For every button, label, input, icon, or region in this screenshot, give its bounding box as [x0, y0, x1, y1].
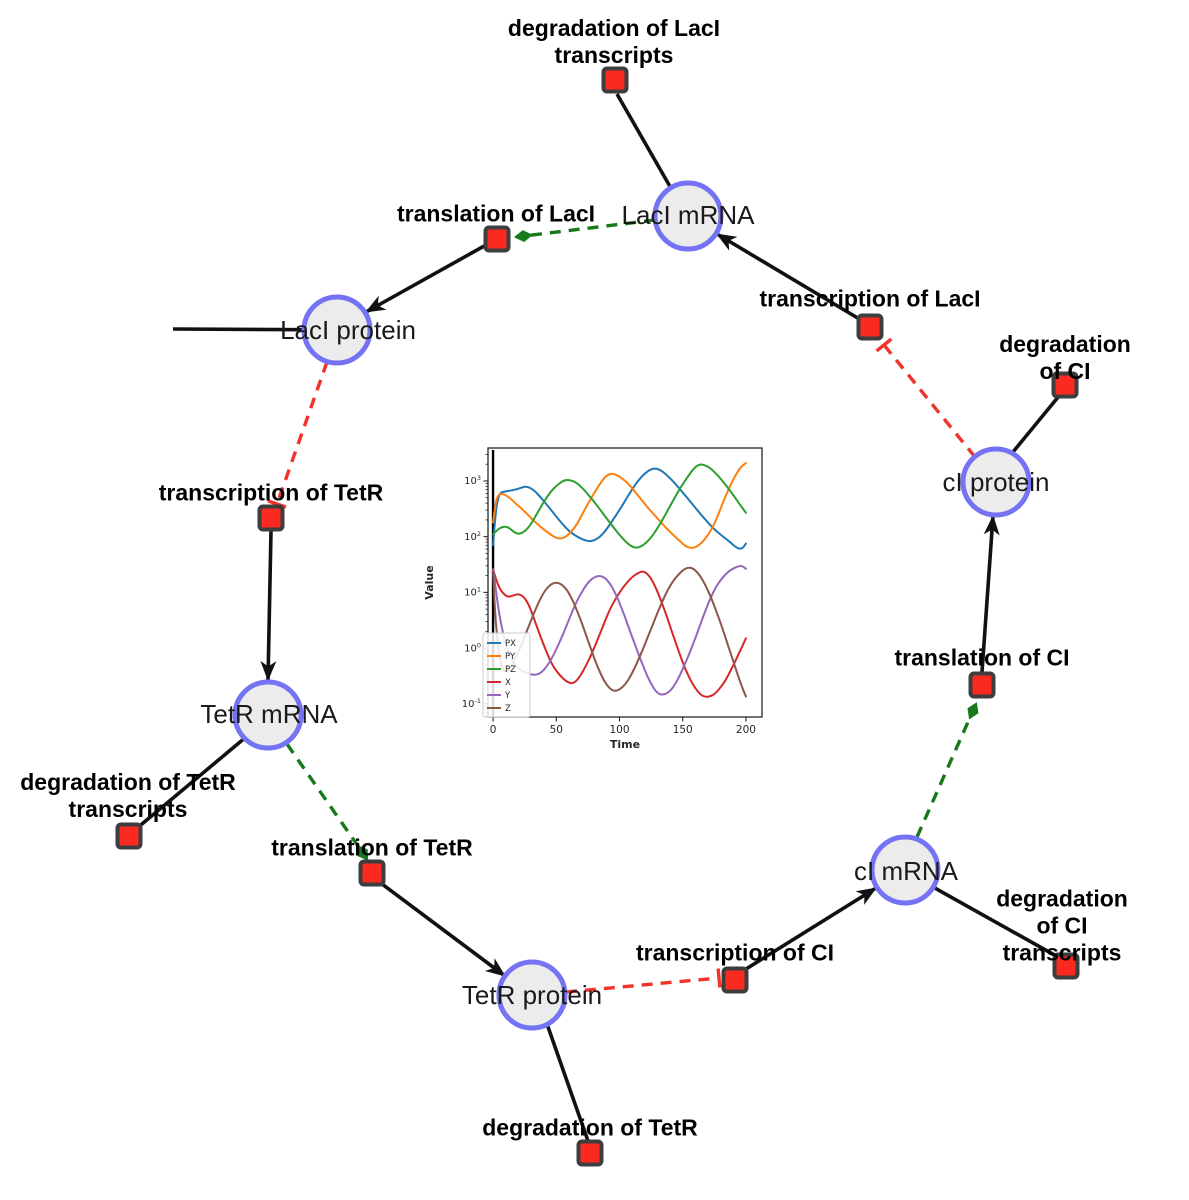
- y-tick-label: 10-1: [462, 697, 481, 710]
- reaction-label-degradation-ci: degradation of CI: [999, 331, 1131, 384]
- reaction-label-degradation-tetr: degradation of TetR: [482, 1114, 698, 1141]
- species-label-laci-protein: LacI protein: [280, 315, 416, 345]
- reaction-label-degradation-ci-transcripts: degradation of CI transcripts: [996, 885, 1128, 966]
- y-tick-label: 103: [464, 474, 481, 487]
- inset-chart-svg: 10-1 100 101 102 103 0 50 100 150 200 Time Value PX P…: [423, 447, 763, 751]
- x-tick-label: 100: [609, 724, 629, 736]
- legend-label-PX: PX: [505, 639, 516, 649]
- species-node-ci-protein: [960, 446, 1032, 518]
- line-Y: [492, 564, 747, 696]
- species-node-laci-mrna: [652, 180, 724, 252]
- edge-cimrna-activates-translation-ci: [915, 702, 979, 838]
- edge-tetrmrna-activates-translation-tetr: [285, 743, 369, 861]
- edge-ciprotein-inhibits-transcription-laci: [875, 337, 977, 459]
- reaction-node-degradation-tetr-transcripts: [115, 822, 143, 850]
- inset-timeseries-chart: 10-1 100 101 102 103 0 50 100 150 200 Time Value PX P…: [420, 437, 776, 767]
- edge-cimrna-degradation: [932, 885, 1059, 959]
- reaction-label-translation-tetr: translation of TetR: [271, 834, 473, 861]
- edge-ciprotein-degradation: [1011, 394, 1061, 454]
- reaction-node-transcription-laci: [856, 313, 884, 341]
- x-tick-label: 50: [550, 724, 563, 736]
- edge-lacimrna-degradation: [615, 93, 674, 191]
- line-PZ: [492, 463, 747, 549]
- species-label-tetr-protein: TetR protein: [461, 980, 603, 1010]
- reaction-node-transcription-tetr: [257, 504, 285, 532]
- species-label-laci-mrna: LacI mRNA: [621, 200, 755, 230]
- x-tick-label: 150: [673, 724, 693, 736]
- edge-tetrprotein-inhibits-transcription-ci: [565, 968, 722, 994]
- reaction-node-degradation-tetr: [576, 1139, 604, 1167]
- legend-label-PZ: PZ: [505, 665, 516, 675]
- y-tick-label: 102: [464, 530, 481, 543]
- legend-label-Z: Z: [505, 704, 511, 714]
- edge-translation-ci-to-ciprotein: [980, 515, 1000, 673]
- line-PX: [492, 467, 747, 550]
- edge-tetrprotein-degradation: [545, 1023, 590, 1142]
- reaction-node-degradation-laci-transcripts: [601, 66, 629, 94]
- y-tick-label: 100: [464, 641, 481, 654]
- x-tick-label: 200: [736, 724, 756, 736]
- legend-label-X: X: [505, 678, 511, 688]
- edge-transcription-tetr-to-tetrmrna: [260, 530, 277, 681]
- y-tick-label: 101: [464, 586, 481, 599]
- x-axis-label: Time: [610, 738, 640, 751]
- edge-transcription-ci-to-cimrna: [745, 886, 877, 971]
- reaction-label-degradation-tetr-transcripts: degradation of TetR transcripts: [20, 769, 236, 822]
- edge-laciprotein-inhibits-transcription-tetr: [267, 361, 329, 509]
- line-X: [492, 568, 747, 698]
- species-node-ci-mrna: [869, 834, 941, 906]
- edge-translation-tetr-to-tetrprotein: [380, 882, 507, 978]
- reaction-label-translation-laci: translation of LacI: [396, 200, 596, 227]
- legend-label-PY: PY: [505, 652, 516, 662]
- reaction-label-transcription-tetr: transcription of TetR: [158, 479, 384, 506]
- reaction-label-transcription-laci: transcription of LacI: [759, 285, 981, 312]
- edge-translation-laci-to-laciprotein: [365, 243, 487, 314]
- edge-lacimrna-activates-translation-laci: [514, 218, 656, 243]
- species-label-ci-mrna: cI mRNA: [854, 856, 958, 886]
- reaction-label-transcription-ci: transcription of CI: [635, 939, 835, 966]
- species-label-ci-protein: cI protein: [942, 467, 1050, 497]
- species-label-tetr-mrna: TetR mRNA: [200, 699, 338, 729]
- species-node-laci-protein: [301, 294, 373, 366]
- edge-tetrmrna-degradation: [134, 735, 248, 831]
- reaction-label-degradation-laci-transcripts: degradation of LacI transcripts: [507, 15, 721, 68]
- reaction-node-degradation-ci-transcripts: [1052, 952, 1080, 980]
- species-node-tetr-mrna: [232, 679, 304, 751]
- edge-transcription-laci-to-lacimrna: [716, 232, 862, 322]
- reaction-node-translation-ci: [968, 671, 996, 699]
- y-axis-label: Value: [423, 565, 436, 599]
- legend-label-Y: Y: [504, 691, 511, 701]
- species-node-tetr-protein: [496, 959, 568, 1031]
- reaction-node-translation-tetr: [358, 859, 386, 887]
- line-PY: [492, 462, 747, 549]
- reaction-label-translation-ci: translation of CI: [894, 644, 1070, 671]
- line-Z: [492, 566, 747, 698]
- reaction-node-transcription-ci: [721, 966, 749, 994]
- reaction-node-degradation-ci: [1051, 371, 1079, 399]
- x-tick-label: 0: [490, 724, 497, 736]
- reaction-node-translation-laci: [483, 225, 511, 253]
